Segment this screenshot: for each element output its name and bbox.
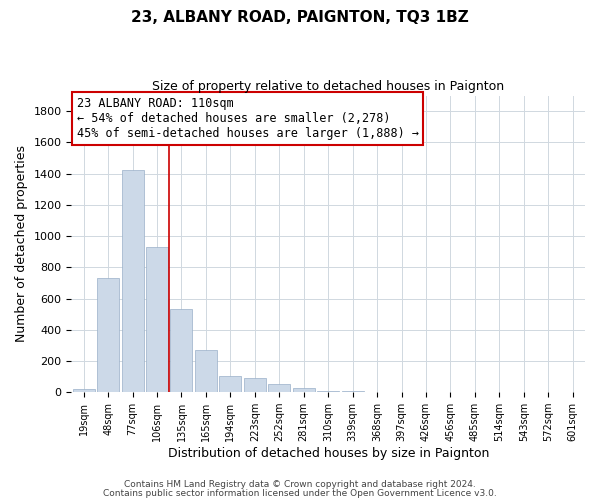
Text: Contains public sector information licensed under the Open Government Licence v3: Contains public sector information licen… <box>103 489 497 498</box>
Bar <box>195 350 217 392</box>
Bar <box>220 376 241 392</box>
Bar <box>73 389 95 392</box>
Bar <box>244 378 266 392</box>
Bar <box>122 170 143 392</box>
Bar <box>268 384 290 392</box>
Title: Size of property relative to detached houses in Paignton: Size of property relative to detached ho… <box>152 80 504 93</box>
Bar <box>97 278 119 392</box>
Bar <box>317 390 339 392</box>
Text: 23, ALBANY ROAD, PAIGNTON, TQ3 1BZ: 23, ALBANY ROAD, PAIGNTON, TQ3 1BZ <box>131 10 469 25</box>
Bar <box>293 388 315 392</box>
Text: Contains HM Land Registry data © Crown copyright and database right 2024.: Contains HM Land Registry data © Crown c… <box>124 480 476 489</box>
X-axis label: Distribution of detached houses by size in Paignton: Distribution of detached houses by size … <box>167 447 489 460</box>
Bar <box>146 246 168 392</box>
Text: 23 ALBANY ROAD: 110sqm
← 54% of detached houses are smaller (2,278)
45% of semi-: 23 ALBANY ROAD: 110sqm ← 54% of detached… <box>77 97 419 140</box>
Y-axis label: Number of detached properties: Number of detached properties <box>15 146 28 342</box>
Bar <box>170 310 193 392</box>
